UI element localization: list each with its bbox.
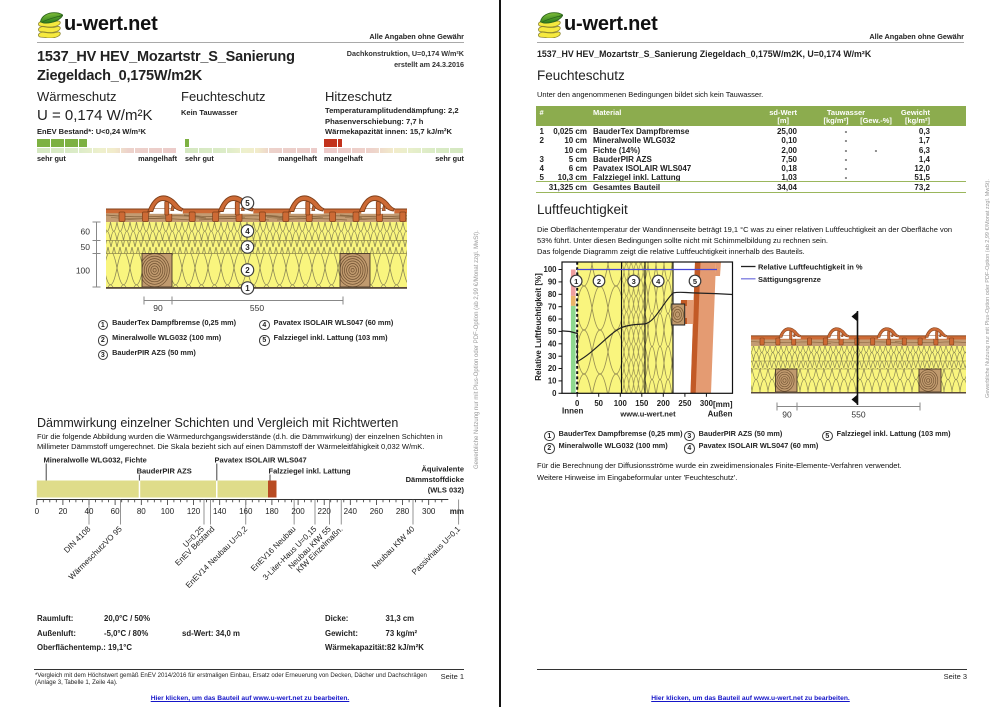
svg-text:100: 100 [76, 266, 90, 276]
svg-text:Mineralwolle WLG032, Fichte: Mineralwolle WLG032, Fichte [44, 456, 147, 465]
svg-text:300: 300 [422, 507, 436, 516]
svg-text:0: 0 [35, 507, 40, 516]
svg-text:120: 120 [187, 507, 201, 516]
svg-text:100: 100 [161, 507, 175, 516]
svg-text:50: 50 [548, 327, 557, 336]
svg-text:100: 100 [543, 265, 557, 274]
svg-text:4: 4 [245, 227, 250, 236]
svg-text:300: 300 [700, 399, 714, 408]
svg-text:0: 0 [552, 389, 557, 398]
svg-text:60: 60 [548, 315, 557, 324]
svg-text:www.u-wert.net: www.u-wert.net [619, 410, 676, 419]
svg-text:1: 1 [245, 284, 250, 293]
svg-text:20: 20 [548, 364, 557, 373]
svg-text:200: 200 [291, 507, 305, 516]
svg-text:5: 5 [693, 277, 697, 286]
svg-text:50: 50 [594, 399, 603, 408]
svg-text:Relative Luftfeuchtigkeit in %: Relative Luftfeuchtigkeit in % [758, 263, 863, 272]
svg-text:WärmeschutzVO 95: WärmeschutzVO 95 [67, 524, 124, 581]
svg-text:mm: mm [450, 507, 464, 516]
svg-text:Dämmstoffdicke: Dämmstoffdicke [406, 475, 464, 484]
svg-text:Äquivalente: Äquivalente [421, 465, 464, 474]
svg-text:150: 150 [635, 399, 649, 408]
svg-text:260: 260 [370, 507, 384, 516]
svg-text:BauderPIR AZS: BauderPIR AZS [137, 467, 192, 476]
svg-text:Sättigungsgrenze: Sättigungsgrenze [758, 275, 821, 284]
svg-text:3: 3 [245, 243, 250, 252]
svg-text:Pavatex ISOLAIR WLS047: Pavatex ISOLAIR WLS047 [215, 456, 307, 465]
svg-text:Neubau KfW 40: Neubau KfW 40 [370, 524, 417, 571]
svg-text:250: 250 [678, 399, 692, 408]
svg-text:80: 80 [137, 507, 146, 516]
svg-text:200: 200 [657, 399, 671, 408]
svg-text:Falzziegel inkl. Lattung: Falzziegel inkl. Lattung [269, 467, 352, 476]
svg-text:20: 20 [58, 507, 67, 516]
svg-text:(WLS 032): (WLS 032) [428, 486, 465, 495]
svg-text:140: 140 [213, 507, 227, 516]
svg-text:90: 90 [153, 303, 163, 313]
svg-text:Außen: Außen [708, 410, 733, 419]
svg-text:DIN 4108: DIN 4108 [62, 524, 93, 555]
svg-text:70: 70 [548, 302, 557, 311]
svg-text:4: 4 [656, 277, 661, 286]
svg-text:[mm]: [mm] [713, 400, 733, 409]
svg-text:2: 2 [245, 266, 250, 275]
svg-text:Passivhaus U=0,1: Passivhaus U=0,1 [410, 524, 463, 577]
svg-text:30: 30 [548, 352, 557, 361]
svg-text:0: 0 [575, 399, 580, 408]
svg-text:5: 5 [245, 199, 250, 208]
svg-text:Relative Luftfeuchtigkeit [%]: Relative Luftfeuchtigkeit [%] [534, 273, 543, 381]
svg-text:220: 220 [318, 507, 332, 516]
svg-text:100: 100 [614, 399, 628, 408]
svg-text:90: 90 [548, 278, 557, 287]
svg-text:40: 40 [548, 340, 557, 349]
svg-text:280: 280 [396, 507, 410, 516]
svg-text:180: 180 [265, 507, 279, 516]
svg-text:1: 1 [574, 277, 578, 286]
svg-text:Innen: Innen [562, 407, 583, 416]
svg-text:60: 60 [111, 507, 120, 516]
svg-text:10: 10 [548, 377, 557, 386]
svg-text:3: 3 [632, 277, 636, 286]
svg-text:550: 550 [250, 303, 264, 313]
svg-text:60: 60 [81, 227, 91, 237]
svg-text:2: 2 [597, 277, 601, 286]
svg-text:90: 90 [782, 410, 792, 420]
svg-text:80: 80 [548, 290, 557, 299]
svg-text:50: 50 [81, 242, 91, 252]
svg-text:550: 550 [851, 410, 865, 420]
svg-text:240: 240 [344, 507, 358, 516]
